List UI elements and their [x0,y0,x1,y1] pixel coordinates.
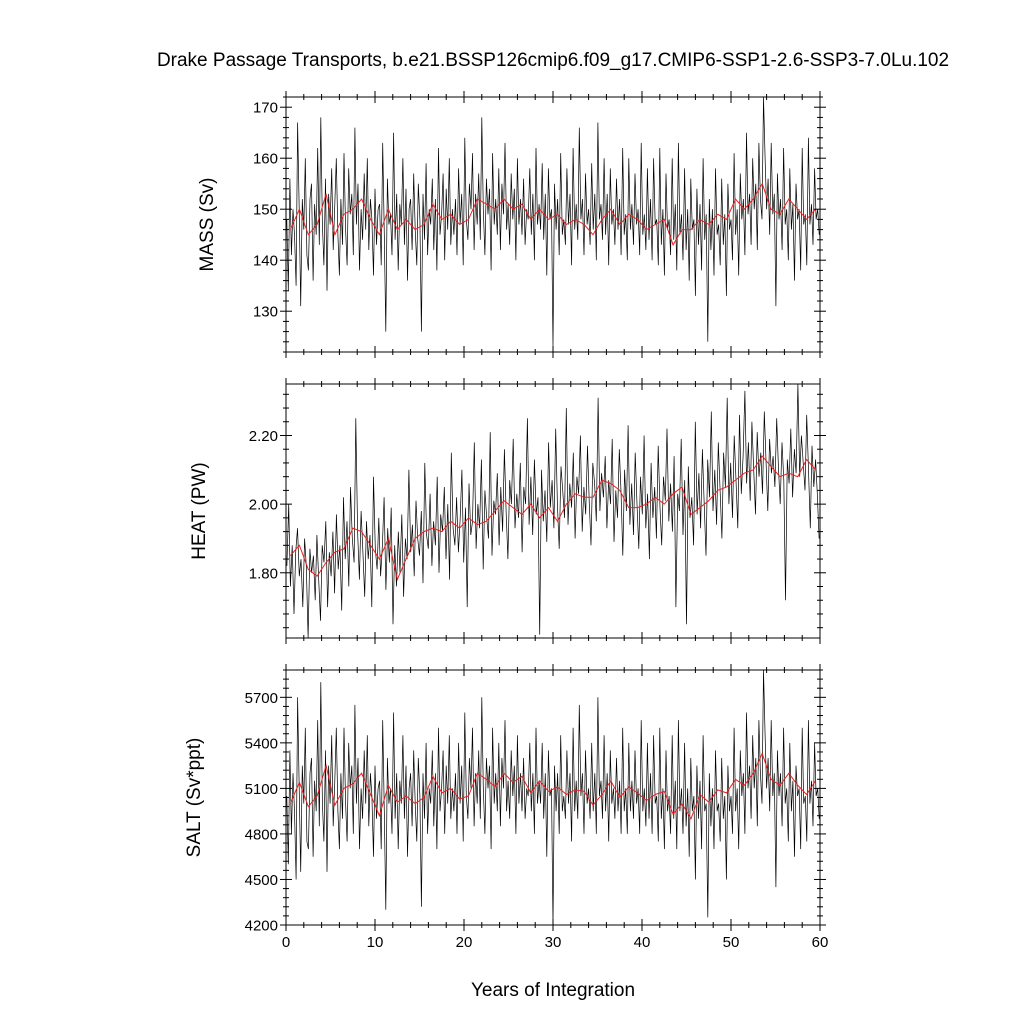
series-line-monthly [286,384,820,638]
panel-2: 1.80 2.00 2.20 HEAT (PW) [189,378,826,644]
x-tick-label: 30 [545,934,562,951]
y-tick-label: 1.80 [249,565,278,582]
x-tick-label: 0 [282,934,290,951]
chart-panels: 130 140 150 160 170 MASS (Sv) 1.80 2.00 2.20 HEAT… [184,91,828,951]
y-tick-label: 5700 [245,690,278,707]
y-tick-label: 2.20 [249,428,278,445]
series-line-monthly [286,670,820,925]
y-tick-label: 4800 [245,826,278,843]
series-line-annual [289,182,816,247]
y-tick-label: 5400 [245,735,278,752]
x-tick-label: 10 [367,934,384,951]
series-line-monthly [286,97,820,347]
y-tick-label: 140 [253,253,278,270]
x-tick-label: 50 [723,934,740,951]
y-tick-label: 130 [253,304,278,321]
series-line-annual [289,752,817,820]
y-tick-label: 170 [253,100,278,117]
chart-title: Drake Passage Transports, b.e21.BSSP126c… [157,50,949,71]
y-axis-label: MASS (Sv) [197,178,218,272]
y-tick-label: 4500 [245,872,278,889]
y-tick-label: 2.00 [249,497,278,514]
y-axis-label: HEAT (PW) [189,462,210,559]
x-tick-label: 60 [812,934,829,951]
y-axis-label: SALT (Sv*ppt) [184,738,205,858]
series-line-annual [290,455,816,582]
y-tick-label: 150 [253,202,278,219]
y-tick-label: 5100 [245,781,278,798]
x-tick-label: 20 [456,934,473,951]
x-axis-label: Years of Integration [471,980,635,1001]
panel-1: 130 140 150 160 170 MASS (Sv) [197,91,826,358]
y-tick-label: 4200 [245,918,278,935]
panel-3: 4200 4500 4800 5100 5400 5700 SALT (Sv*ppt) [184,664,826,935]
x-tick-label: 40 [634,934,651,951]
y-tick-label: 160 [253,151,278,168]
